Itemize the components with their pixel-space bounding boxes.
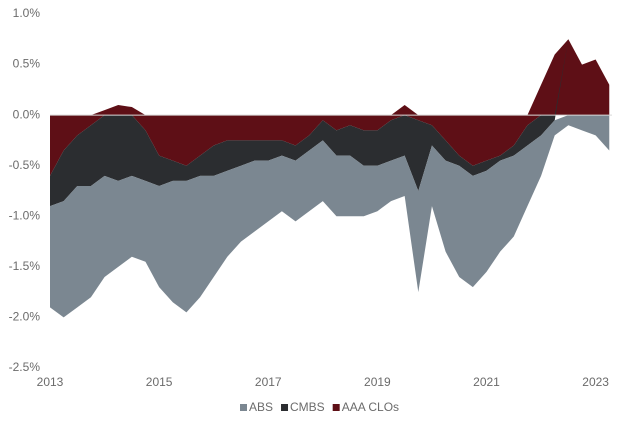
x-tick-label: 2023 [582,375,609,389]
y-tick-label: -2.5% [9,360,41,374]
legend-swatch [332,404,340,411]
y-tick-label: 1.0% [13,6,41,20]
area [50,115,610,318]
y-tick-label: 0.0% [13,107,41,121]
x-tick-label: 2017 [255,375,282,389]
x-tick-label: 2013 [37,375,64,389]
area [50,39,610,207]
legend-swatch [281,404,289,411]
legend-label: ABS [249,400,273,414]
legend-label: CMBS [290,400,325,414]
x-tick-label: 2021 [473,375,500,389]
y-tick-label: -2.0% [9,310,41,324]
y-tick-label: 0.5% [13,57,41,71]
y-tick-label: -1.5% [9,259,41,273]
legend-swatch [240,404,247,411]
y-tick-label: -1.0% [9,208,41,222]
y-tick-label: -0.5% [9,158,41,172]
x-tick-label: 2015 [146,375,173,389]
area [50,39,610,176]
legend-label: AAA CLOs [342,400,399,414]
x-tick-label: 2019 [364,375,391,389]
